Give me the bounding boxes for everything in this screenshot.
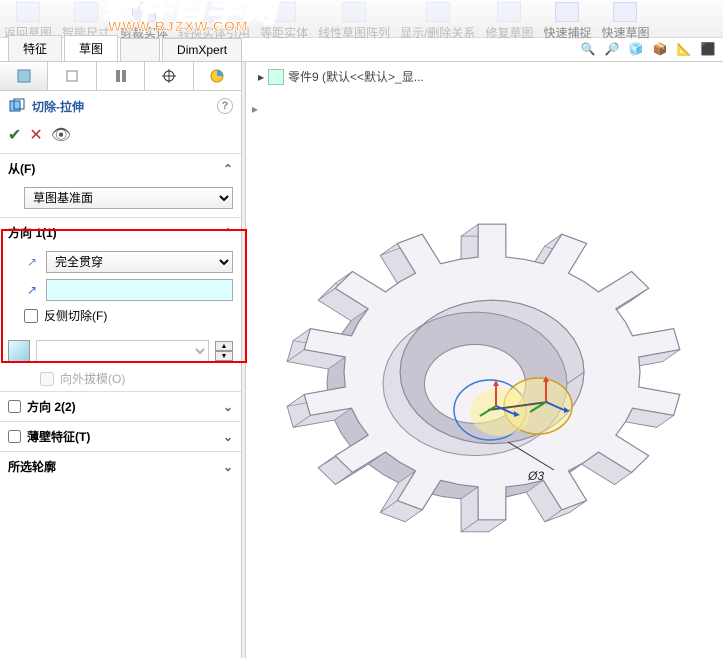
panel-tab-4[interactable] (145, 62, 193, 90)
section-thin-header[interactable]: 薄壁特征(T) ⌄ (0, 422, 241, 451)
draft-spinner[interactable]: ▲▼ (215, 341, 233, 361)
doc-tab[interactable]: 特征 (8, 35, 62, 61)
ribbon-item: 修复草图 (485, 2, 533, 41)
ribbon: 返回草图智能尺寸剪裁实体转换实体引用等距实体线性草图阵列显示/删除关系修复草图快… (0, 0, 723, 38)
panel-tab-2[interactable] (48, 62, 96, 90)
direction-arrow-icon[interactable]: ↗ (24, 283, 40, 297)
view-tool-icon[interactable]: 📦 (651, 40, 669, 58)
doc-tab[interactable] (120, 38, 160, 61)
section-thin: 薄壁特征(T) ⌄ (0, 421, 241, 451)
property-panel: 切除-拉伸 ? ✔ ✕ 👁 从(F) ⌃ 草图基准面 方向 1(1) ⌃ (0, 62, 242, 658)
section-dir1-title: 方向 1(1) (8, 224, 57, 241)
view-tool-icon[interactable]: 🔍 (579, 40, 597, 58)
cancel-button[interactable]: ✕ (29, 125, 42, 145)
section-contour-title: 所选轮廓 (8, 458, 56, 475)
gear-model: Ø3 (262, 82, 722, 642)
reverse-direction-icon[interactable]: ↗ (24, 255, 40, 269)
thin-checkbox[interactable] (8, 430, 21, 443)
section-direction1: 方向 1(1) ⌃ ↗ 完全贯穿 ↗ 反侧切除(F) (0, 217, 241, 336)
feature-title: 切除-拉伸 (32, 98, 84, 115)
flip-side-label: 反侧切除(F) (44, 307, 107, 324)
section-dir1-header[interactable]: 方向 1(1) ⌃ (0, 218, 241, 247)
doc-tab[interactable]: 草图 (64, 35, 118, 61)
view-tool-icon[interactable]: ⬛ (699, 40, 717, 58)
ribbon-item: 线性草图阵列 (318, 2, 390, 41)
help-button[interactable]: ? (217, 98, 233, 114)
chevron-up-icon: ⌃ (223, 226, 233, 240)
cut-extrude-icon (8, 97, 26, 115)
draft-toggle[interactable] (8, 340, 30, 362)
section-dir2-title: 方向 2(2) (27, 398, 76, 415)
confirm-row: ✔ ✕ 👁 (0, 121, 241, 153)
chevron-up-icon: ⌃ (223, 162, 233, 176)
draft-outward-label: 向外拔模(O) (60, 370, 125, 387)
ribbon-item: 等距实体 (260, 2, 308, 41)
section-from: 从(F) ⌃ 草图基准面 (0, 153, 241, 217)
chevron-down-icon: ⌄ (223, 400, 233, 414)
ok-button[interactable]: ✔ (8, 125, 21, 145)
viewport[interactable]: ▸ ▸ 零件9 (默认<<默认>_显... Ø3 (242, 62, 723, 658)
ribbon-item: 转换实体引用 (178, 2, 250, 41)
section-contour: 所选轮廓 ⌄ (0, 451, 241, 481)
svg-text:Ø3: Ø3 (527, 469, 544, 483)
splitter-dots: ▸ (248, 102, 262, 120)
ribbon-item: 显示/删除关系 (400, 2, 475, 41)
view-tool-icon[interactable]: 🧊 (627, 40, 645, 58)
view-tool-icon[interactable]: 📐 (675, 40, 693, 58)
section-from-title: 从(F) (8, 160, 35, 177)
section-direction2: 方向 2(2) ⌄ (0, 391, 241, 421)
panel-tab-5[interactable] (194, 62, 241, 90)
draft-row: ▲▼ (0, 336, 241, 366)
from-select[interactable]: 草图基准面 (24, 187, 233, 209)
splitter[interactable] (242, 62, 246, 658)
flip-side-checkbox[interactable] (24, 309, 38, 323)
feature-title-row: 切除-拉伸 ? (0, 91, 241, 121)
preview-toggle[interactable]: 👁 (51, 125, 71, 145)
section-from-header[interactable]: 从(F) ⌃ (0, 154, 241, 183)
ribbon-item[interactable]: 剪裁实体 (120, 2, 168, 41)
dir2-checkbox[interactable] (8, 400, 21, 413)
ribbon-item[interactable]: 快速捕捉 (543, 2, 591, 41)
draft-angle-select[interactable] (36, 340, 209, 362)
view-tool-icon[interactable]: 🔎 (603, 40, 621, 58)
direction-vector-input[interactable] (46, 279, 233, 301)
section-dir2-header[interactable]: 方向 2(2) ⌄ (0, 392, 241, 421)
panel-tab-strip (0, 62, 241, 91)
draft-outward-checkbox[interactable] (40, 372, 54, 386)
section-thin-title: 薄壁特征(T) (27, 428, 90, 445)
doc-tabs: 特征草图 DimXpert 🔍 🔎 🧊 📦 📐 ⬛ (0, 38, 723, 62)
section-contour-header[interactable]: 所选轮廓 ⌄ (0, 452, 241, 481)
panel-tab-feature[interactable] (0, 62, 48, 90)
chevron-down-icon: ⌄ (223, 460, 233, 474)
doc-tab[interactable]: DimXpert (162, 38, 242, 61)
end-condition-select[interactable]: 完全贯穿 (46, 251, 233, 273)
chevron-down-icon: ⌄ (223, 430, 233, 444)
view-toolbar: 🔍 🔎 🧊 📦 📐 ⬛ (579, 40, 717, 58)
ribbon-item[interactable]: 快速草图 (601, 2, 649, 41)
panel-tab-3[interactable] (97, 62, 145, 90)
